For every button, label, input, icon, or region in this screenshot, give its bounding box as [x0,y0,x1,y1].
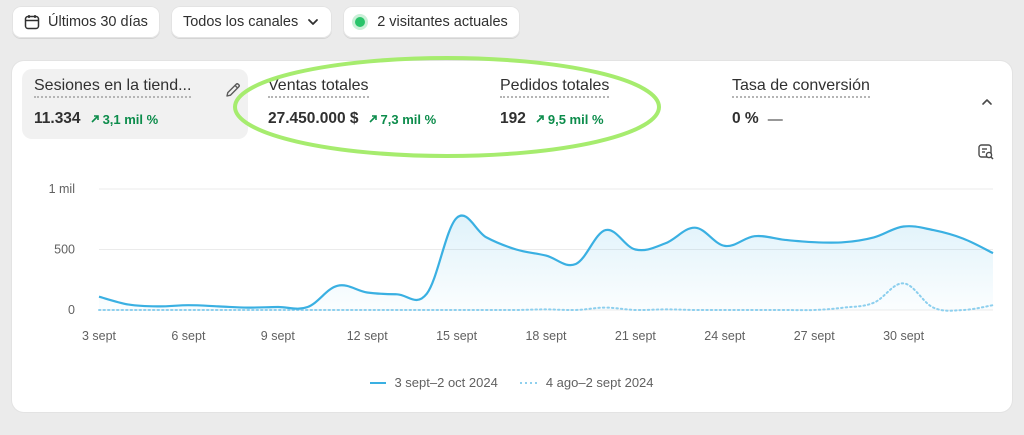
x-tick-label: 24 sept [704,329,746,343]
y-tick-label: 1 mil [49,182,75,196]
metric-change-value: 3,1 mil % [102,111,159,127]
y-tick-label: 0 [68,303,75,317]
x-tick-label: 18 sept [525,329,567,343]
legend-item-current[interactable]: 3 sept–2 oct 2024 [370,375,498,390]
legend-swatch-dotted [519,381,538,384]
arrow-up-right-icon [535,112,545,127]
series-area-current [99,215,993,310]
x-tick-label: 3 sept [82,329,117,343]
calendar-icon [24,14,40,30]
metric-total-orders[interactable]: Pedidos totales 192 9,5 mil % [488,69,712,139]
legend-label: 4 ago–2 sept 2024 [545,375,654,390]
arrow-up-right-icon [90,112,100,127]
metric-title: Ventas totales [268,77,369,98]
metric-value: 27.450.000 $ [268,110,359,127]
report-search-icon[interactable] [977,143,995,166]
metric-conversion-rate[interactable]: Tasa de conversión 0 % — [720,69,944,139]
metric-sessions[interactable]: Sesiones en la tiend... 11.334 3,1 mil % [22,69,248,139]
edit-icon[interactable] [224,81,242,104]
x-tick-label: 15 sept [436,329,478,343]
y-tick-label: 500 [54,243,75,257]
toolbar: Últimos 30 días Todos los canales 2 visi… [12,6,520,38]
metric-value: 11.334 [34,110,81,127]
legend-item-previous[interactable]: 4 ago–2 sept 2024 [519,375,654,390]
metric-title: Sesiones en la tiend... [34,77,192,98]
date-range-button[interactable]: Últimos 30 días [12,6,160,38]
metric-total-sales[interactable]: Ventas totales 27.450.000 $ 7,3 mil % [256,69,480,139]
metric-title: Pedidos totales [500,77,610,98]
live-status-dot [355,17,366,27]
channels-dropdown[interactable]: Todos los canales [170,6,333,38]
metric-value: 192 [500,110,526,127]
date-range-label: Últimos 30 días [48,14,148,30]
metric-change: 9,5 mil % [535,112,604,127]
x-tick-label: 27 sept [794,329,836,343]
metric-change: 7,3 mil % [368,111,437,127]
metric-change: 3,1 mil % [90,111,159,127]
metric-value: 0 % [732,110,759,127]
legend-swatch-solid [370,381,387,384]
x-tick-label: 12 sept [347,329,389,343]
chevron-up-icon[interactable] [980,95,994,114]
series-line-current [98,214,994,310]
x-tick-label: 9 sept [261,329,296,343]
live-visitors-label: 2 visitantes actuales [377,14,508,30]
arrow-up-right-icon [368,112,378,127]
channels-label: Todos los canales [182,14,299,30]
live-visitors-button[interactable]: 2 visitantes actuales [343,6,520,38]
metric-change-value: — [767,110,783,128]
chevron-down-icon [306,15,320,29]
sessions-line-chart: 0 500 1 mil 3 sept 6 sept 9 sept 12 sept 15 sep… [49,182,994,343]
metric-change-value: 7,3 mil % [380,111,437,127]
analytics-card: 0 500 1 mil 3 sept 6 sept 9 sept 12 sept 15 sep… [12,56,1012,412]
metric-title: Tasa de conversión [732,77,870,98]
x-tick-label: 21 sept [615,329,657,343]
x-tick-label: 30 sept [883,329,925,343]
x-tick-label: 6 sept [171,329,206,343]
metric-change-value: 9,5 mil % [547,111,604,127]
chart-legend: 3 sept–2 oct 2024 4 ago–2 sept 2024 [12,375,1012,390]
legend-label: 3 sept–2 oct 2024 [394,375,498,390]
